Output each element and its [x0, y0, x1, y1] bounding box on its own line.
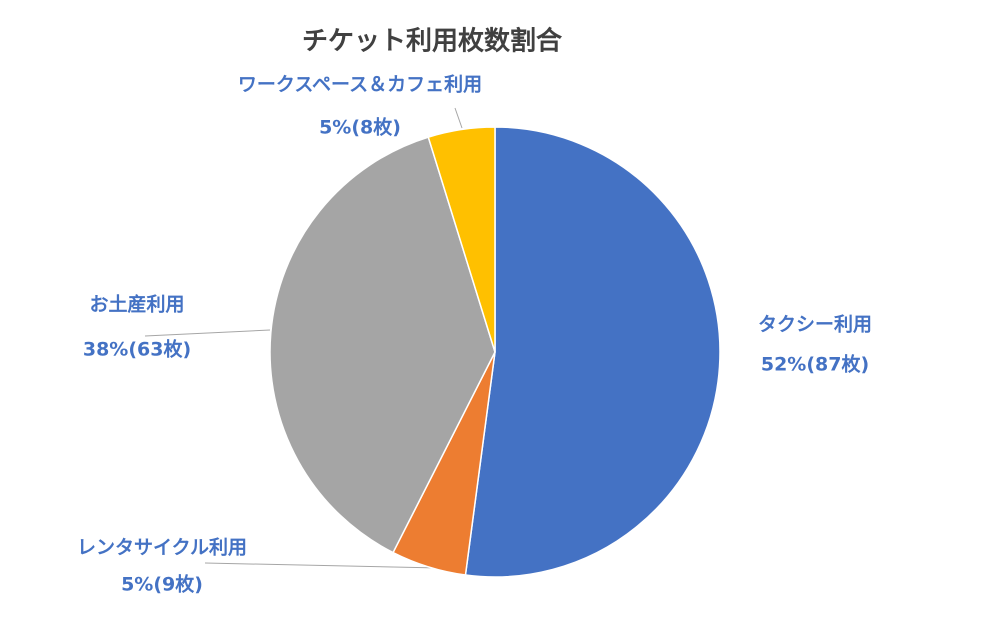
slice-value-label: 5%(8枚)	[319, 116, 401, 139]
pie-slice	[269, 136, 496, 554]
pie-slice	[464, 126, 721, 578]
slice-category-label: お土産利用	[89, 293, 184, 316]
leader-line	[144, 329, 271, 337]
slice-category-label: タクシー利用	[758, 314, 872, 336]
slice-value-label: 38%(63枚)	[83, 338, 191, 361]
slice-value-label: 52%(87枚)	[761, 353, 869, 376]
leader-line	[454, 107, 463, 129]
chart-title: チケット利用枚数割合	[302, 26, 563, 57]
leader-line	[204, 562, 441, 569]
slice-value-label: 5%(9枚)	[121, 573, 203, 596]
slice-category-label: ワークスペース＆カフェ利用	[238, 74, 482, 96]
slice-category-label: レンタサイクル利用	[77, 537, 247, 559]
pie-slice	[427, 126, 496, 353]
